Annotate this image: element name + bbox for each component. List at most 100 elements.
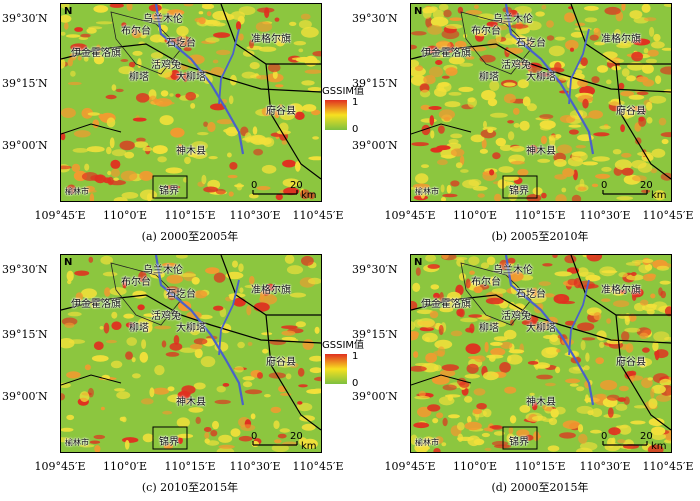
gssim-patch <box>314 376 321 382</box>
gssim-patch <box>632 38 651 46</box>
gssim-patch <box>89 440 101 444</box>
gssim-patch <box>271 443 289 452</box>
scale-zero: 0 <box>251 431 258 442</box>
gssim-patch <box>67 279 72 285</box>
gssim-patch <box>551 144 557 156</box>
gssim-patch <box>237 341 245 349</box>
gssim-patch <box>173 335 180 345</box>
gssim-patch <box>433 299 441 304</box>
lon-label: 110°30′E <box>229 460 281 473</box>
gssim-patch <box>614 159 632 170</box>
place-label: 府谷县 <box>266 106 296 117</box>
gssim-patch <box>468 356 482 360</box>
gssim-patch <box>618 40 634 46</box>
gssim-patch <box>278 104 283 109</box>
gssim-patch <box>490 112 508 118</box>
place-label: 活鸡兔 <box>501 60 531 71</box>
gssim-patch <box>639 332 649 339</box>
gssim-patch <box>628 370 637 377</box>
map-canvas <box>411 255 671 452</box>
gssim-patch <box>645 58 657 64</box>
place-label: 布尔台 <box>121 277 151 288</box>
gssim-patch <box>111 149 127 157</box>
gssim-patch <box>61 338 75 349</box>
gssim-patch <box>510 319 515 326</box>
legend-low: 0 <box>352 378 359 389</box>
gssim-patch <box>175 93 181 98</box>
gssim-patch <box>131 29 142 39</box>
gssim-patch <box>473 4 479 9</box>
gssim-patch <box>203 121 209 127</box>
place-label: 神木县 <box>526 146 556 157</box>
gssim-patch <box>123 313 135 319</box>
gssim-patch <box>513 107 520 115</box>
gssim-patch <box>577 186 587 191</box>
map-panel: N 乌兰木伦 布尔台 石圪台 伊金霍洛旗 活鸡兔 柳塔 大柳塔 准格尔旗 府谷县… <box>350 0 700 250</box>
gssim-patch <box>442 417 448 427</box>
gssim-patch <box>548 134 560 141</box>
gssim-patch <box>203 186 219 193</box>
gssim-patch <box>507 131 515 141</box>
gssim-patch <box>646 308 655 315</box>
gssim-patch <box>531 401 538 411</box>
gssim-patch <box>477 13 495 20</box>
gssim-patch <box>537 158 551 163</box>
gssim-patch <box>508 9 518 18</box>
gssim-patch <box>165 352 180 357</box>
gssim-patch <box>162 410 173 415</box>
gssim-patch <box>582 98 589 109</box>
gssim-patch <box>545 382 556 387</box>
gssim-patch <box>450 133 463 139</box>
gssim-patch <box>61 393 65 401</box>
gssim-patch <box>435 60 443 65</box>
place-label: 准格尔旗 <box>251 34 291 45</box>
gssim-patch <box>213 305 224 311</box>
gssim-patch <box>457 433 464 442</box>
gssim-patch <box>606 79 612 85</box>
gssim-patch <box>465 343 481 354</box>
gssim-patch <box>122 278 127 289</box>
gssim-patch <box>267 63 281 73</box>
gssim-patch <box>262 348 269 354</box>
gssim-patch <box>184 156 191 165</box>
gssim-patch <box>95 21 113 25</box>
scale-unit: km <box>651 441 667 452</box>
gssim-patch <box>545 347 559 355</box>
gssim-patch <box>473 286 483 294</box>
gssim-patch <box>601 166 612 172</box>
gssim-patch <box>86 27 97 34</box>
gssim-patch <box>578 433 588 444</box>
place-label: 大柳塔 <box>526 72 556 83</box>
gssim-patch <box>113 177 119 181</box>
study-area-box <box>152 426 188 450</box>
gssim-patch <box>294 111 305 121</box>
lon-label: 110°0′E <box>102 209 148 222</box>
gssim-patch <box>429 66 443 78</box>
gssim-patch <box>189 343 203 350</box>
gssim-patch <box>604 286 615 293</box>
gssim-patch <box>651 148 666 158</box>
gssim-patch <box>517 79 529 89</box>
gssim-patch <box>203 427 212 432</box>
gssim-patch <box>240 424 256 431</box>
gssim-patch <box>139 189 158 201</box>
gssim-patch <box>632 175 647 182</box>
lon-label: 110°0′E <box>452 460 498 473</box>
study-area-box <box>152 175 188 199</box>
gssim-patch <box>539 114 554 120</box>
gssim-patch <box>61 14 72 23</box>
gssim-patch <box>216 386 226 393</box>
gssim-patch <box>487 98 498 107</box>
gssim-patch <box>450 148 465 157</box>
gssim-patch <box>576 405 594 414</box>
gssim-patch <box>490 341 503 346</box>
gssim-patch <box>227 174 238 179</box>
gssim-patch <box>437 346 446 357</box>
gssim-patch <box>591 408 603 418</box>
gssim-patch <box>272 70 278 80</box>
gssim-patch <box>588 110 603 119</box>
gssim-patch <box>651 384 666 394</box>
gssim-patch <box>493 431 505 436</box>
gssim-patch <box>649 26 655 37</box>
gssim-patch <box>190 103 196 109</box>
